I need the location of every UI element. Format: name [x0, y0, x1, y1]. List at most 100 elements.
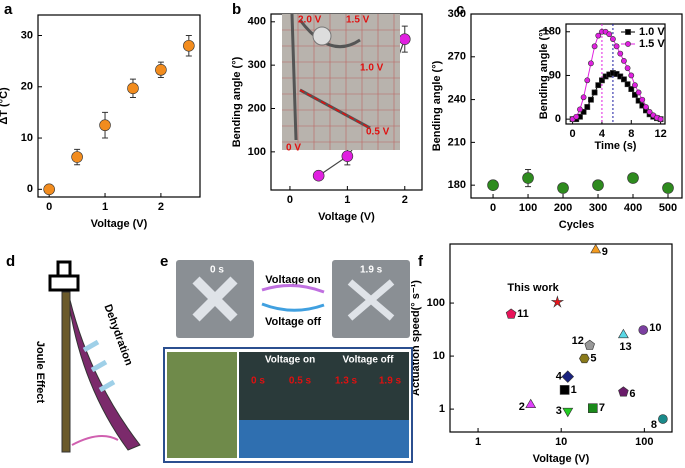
y-axis-label: ΔT (°C) — [0, 87, 10, 125]
y-tick-label: 10 — [433, 350, 445, 362]
x-tick-label: 10 — [555, 436, 567, 448]
marker — [559, 385, 570, 395]
marker — [398, 33, 411, 45]
x-axis-label: Voltage (V) — [91, 218, 148, 230]
y-tick-label: 20 — [21, 81, 33, 93]
x-tick-label: 200 — [554, 202, 572, 214]
x-tick-label: 500 — [659, 202, 677, 214]
point-label: 8 — [651, 419, 657, 431]
point-label: 3 — [556, 405, 562, 417]
marker — [643, 104, 649, 110]
diagram-label: Dehydration — [101, 303, 134, 368]
marker — [635, 89, 642, 96]
y-tick-label: 270 — [448, 51, 466, 63]
marker — [618, 386, 629, 397]
marker — [584, 77, 591, 84]
y-tick-label: 180 — [543, 26, 561, 38]
y-tick-label: 100 — [427, 297, 445, 309]
photo-label: Voltage on — [265, 355, 315, 366]
x-tick-label: 2 — [402, 194, 408, 206]
marker — [505, 308, 517, 319]
photo-label: 1.3 s — [335, 376, 358, 387]
x-tick-label: 1 — [475, 436, 481, 448]
y-tick-label: 300 — [448, 8, 466, 20]
panel-label: b — [232, 1, 241, 18]
x-tick-label: 1 — [102, 201, 108, 213]
photo-label: 0.5 V — [366, 127, 390, 138]
point-label: 4 — [556, 371, 563, 383]
x-tick-label: 0 — [46, 201, 52, 213]
marker — [646, 108, 653, 115]
photo-label: 0 s — [210, 265, 224, 276]
point-label: 9 — [602, 246, 608, 258]
point-label: 2 — [519, 401, 525, 413]
marker — [522, 172, 534, 184]
photo-label: 1.9 s — [379, 376, 402, 387]
photo-label: 1.5 V — [346, 15, 370, 26]
marker — [550, 295, 565, 308]
dash — [299, 89, 371, 129]
marker — [627, 172, 639, 184]
legend-label: 1.0 V — [639, 26, 665, 38]
point-label: 13 — [619, 341, 631, 353]
plot-frame — [449, 243, 673, 433]
panel-label: a — [4, 1, 13, 18]
marker — [557, 182, 569, 194]
marker — [99, 119, 111, 132]
photo — [282, 14, 400, 150]
marker — [312, 169, 325, 182]
point-label: 10 — [649, 322, 661, 334]
marker — [595, 82, 602, 89]
marker — [657, 116, 664, 123]
marker — [525, 398, 537, 409]
y-axis-label: Bending angle (°) — [431, 60, 443, 151]
marker — [638, 325, 649, 335]
legend-marker — [625, 29, 631, 35]
x-tick-label: 0 — [287, 194, 293, 206]
marker — [639, 96, 646, 103]
x-tick-label: 2 — [158, 201, 164, 213]
ball — [312, 26, 332, 46]
photo-label: 0.5 s — [289, 376, 312, 387]
y-tick-label: 180 — [448, 179, 466, 191]
y-tick-label: 210 — [448, 136, 466, 148]
x-axis-label: Time (s) — [595, 140, 637, 152]
marker — [632, 82, 638, 89]
marker — [617, 50, 624, 57]
marker — [590, 243, 602, 254]
x-tick-label: 100 — [635, 436, 653, 448]
y-tick-label: 300 — [248, 59, 266, 71]
marker — [606, 31, 613, 38]
photo-label: 2.0 V — [298, 15, 322, 26]
marker — [658, 414, 668, 424]
x-axis-label: Voltage (V) — [318, 211, 375, 223]
marker — [610, 36, 616, 42]
y-tick-label: 0 — [27, 183, 33, 195]
legend-label: 1.5 V — [639, 38, 665, 50]
marker — [584, 104, 591, 110]
marker — [628, 72, 635, 79]
marker — [561, 370, 575, 383]
point-label: 5 — [590, 352, 596, 364]
plot-frame — [37, 14, 201, 198]
x-tick-label: 100 — [519, 202, 537, 214]
marker — [591, 89, 598, 96]
y-tick-label: 100 — [248, 146, 266, 158]
x-tick-label: 4 — [599, 128, 606, 140]
x-axis-label: Cycles — [559, 219, 594, 231]
arrow-label: Voltage off — [265, 316, 321, 328]
x-tick-label: 12 — [654, 128, 666, 140]
marker — [577, 106, 583, 113]
point-label: This work — [507, 282, 559, 294]
diagram-d: Joule Effect Dehydration — [34, 260, 141, 453]
photo-label: 0 s — [251, 376, 265, 387]
legend-marker — [625, 41, 631, 47]
marker — [628, 86, 635, 92]
marker — [621, 76, 627, 83]
x-tick-label: 0 — [490, 202, 496, 214]
point-label: 11 — [517, 308, 529, 320]
marker — [599, 77, 605, 84]
marker — [595, 32, 602, 39]
point-label: 12 — [572, 335, 584, 347]
